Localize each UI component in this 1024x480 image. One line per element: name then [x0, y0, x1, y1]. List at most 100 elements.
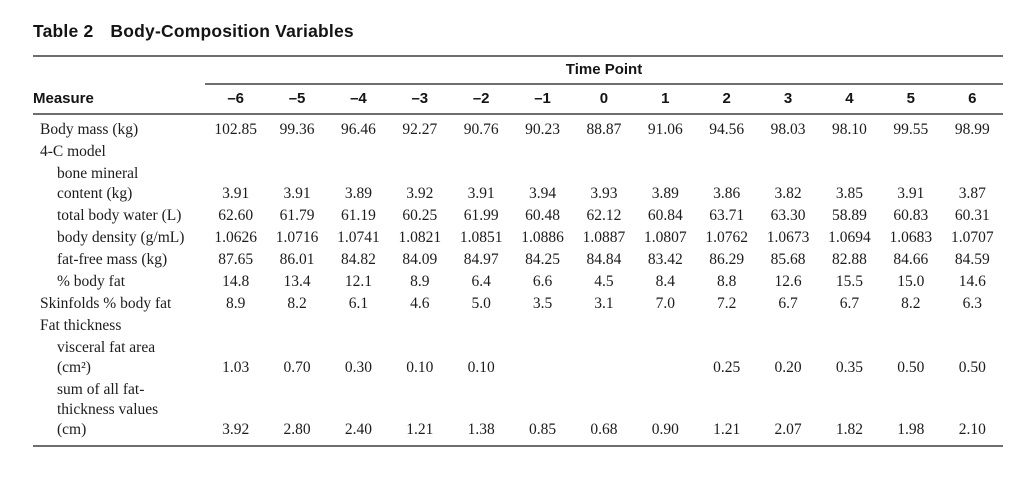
- value-cell: [635, 141, 696, 163]
- value-cell: [573, 315, 634, 337]
- value-cell: 8.2: [287, 295, 307, 312]
- table-row: 4-C model: [33, 141, 1003, 163]
- value-cell: 3.89: [344, 185, 372, 202]
- value-cell: 0.10: [467, 359, 495, 376]
- table-row: fat-free mass (kg) 87.65 86.01 84.82 84.09 84…: [33, 249, 1003, 271]
- value-cell: 3.1: [594, 295, 614, 312]
- value-cell: 1.03: [222, 359, 250, 376]
- value-cell: 15.0: [897, 273, 925, 290]
- value-cell: 86.01: [279, 251, 315, 268]
- value-cell: 3.92: [406, 185, 434, 202]
- table-row: visceral fat area (cm²) 1.03 0.70 0.30 0.10 0…: [33, 337, 1003, 379]
- value-cell: 1.0716: [275, 229, 319, 246]
- table-head: Time Point Measure –6 –5 –4 –3 –2 –1 0 1…: [33, 56, 1003, 115]
- value-cell: 1.0626: [214, 229, 257, 246]
- timepoint-column-header: –1: [511, 84, 574, 115]
- value-cell: [696, 315, 757, 337]
- value-cell: 94.56: [709, 121, 745, 138]
- timepoint-group-header: Time Point: [205, 56, 1003, 85]
- value-cell: 60.25: [402, 207, 438, 224]
- value-cell: 1.98: [897, 421, 925, 438]
- value-cell: 91.06: [647, 121, 683, 138]
- value-cell: 102.85: [214, 121, 257, 138]
- value-cell: [757, 315, 818, 337]
- value-cell: 8.4: [655, 273, 675, 290]
- value-cell: 2.40: [344, 421, 372, 438]
- group-header-spacer: [33, 56, 205, 84]
- value-cell: 60.83: [893, 207, 929, 224]
- value-cell: [205, 141, 266, 163]
- value-cell: 3.89: [651, 185, 679, 202]
- timepoint-column-header: 5: [880, 84, 942, 115]
- value-cell: 83.42: [647, 251, 683, 268]
- value-cell: 98.99: [954, 121, 990, 138]
- value-cell: 3.87: [958, 185, 986, 202]
- measure-label: visceral fat area (cm²): [57, 339, 156, 376]
- value-cell: 0.70: [283, 359, 311, 376]
- value-cell: [942, 315, 1004, 337]
- value-cell: [635, 315, 696, 337]
- value-cell: 84.59: [954, 251, 990, 268]
- measure-label: 4-C model: [40, 143, 106, 160]
- value-cell: 98.10: [832, 121, 867, 138]
- value-cell: [880, 141, 941, 163]
- table-row: sum of all fat- thickness values (cm) 3.9…: [33, 379, 1003, 446]
- value-cell: 6.6: [532, 273, 553, 290]
- value-cell: 60.31: [954, 207, 990, 224]
- value-cell: [328, 315, 389, 337]
- value-cell: 1.0683: [889, 229, 933, 246]
- table-title-text: Body-Composition Variables: [110, 21, 354, 41]
- value-cell: 8.9: [226, 295, 246, 312]
- value-cell: 3.91: [467, 185, 495, 202]
- value-cell: [512, 141, 573, 163]
- value-cell: 88.87: [586, 121, 622, 138]
- measure-column-header: Measure: [33, 84, 205, 115]
- value-cell: 12.1: [344, 273, 372, 290]
- value-cell: 1.0707: [950, 229, 994, 246]
- value-cell: 3.5: [532, 295, 553, 312]
- value-cell: 84.82: [341, 251, 376, 268]
- value-cell: 98.03: [770, 121, 806, 138]
- value-cell: 7.2: [717, 295, 737, 312]
- table-row: bone mineral content (kg) 3.91 3.91 3.89 3.9…: [33, 163, 1003, 205]
- timepoint-column-header: –4: [327, 84, 390, 115]
- value-cell: 86.29: [709, 251, 745, 268]
- value-cell: 84.84: [586, 251, 622, 268]
- value-cell: 2.80: [283, 421, 311, 438]
- timepoint-column-header: –6: [205, 84, 267, 115]
- measure-label: total body water (L): [57, 207, 182, 224]
- measure-label: Body mass (kg): [40, 121, 139, 138]
- value-cell: [880, 315, 941, 337]
- value-cell: 58.89: [832, 207, 867, 224]
- value-cell: 3.92: [222, 421, 250, 438]
- value-cell: 0.20: [774, 359, 802, 376]
- timepoint-column-header: 0: [573, 84, 635, 115]
- value-cell: 6.7: [778, 295, 798, 312]
- value-cell: [573, 141, 634, 163]
- value-cell: 3.86: [713, 185, 741, 202]
- value-cell: [451, 315, 512, 337]
- table-body: Body mass (kg) 102.85 99.36 96.46 92.27 90.76…: [33, 114, 1003, 446]
- value-cell: 82.88: [832, 251, 867, 268]
- value-cell: [942, 141, 1004, 163]
- value-cell: 63.71: [709, 207, 745, 224]
- value-cell: 96.46: [341, 121, 376, 138]
- table-title: Table 2 Body-Composition Variables: [33, 21, 354, 42]
- table-row: % body fat 14.8 13.4 12.1 8.9 6.4 6.6 4.5 8.4 8.8…: [33, 271, 1003, 293]
- table-row: body density (g/mL) 1.0626 1.0716 1.0741 1.0…: [33, 227, 1003, 249]
- value-cell: 1.0673: [766, 229, 810, 246]
- value-cell: [512, 315, 573, 337]
- table-row: Body mass (kg) 102.85 99.36 96.46 92.27 90.76…: [33, 114, 1003, 141]
- value-cell: 14.6: [958, 273, 986, 290]
- value-cell: 2.07: [774, 421, 802, 438]
- value-cell: 6.7: [839, 295, 860, 312]
- value-cell: 90.76: [463, 121, 499, 138]
- value-cell: 1.38: [467, 421, 495, 438]
- value-cell: 1.0887: [582, 229, 626, 246]
- value-cell: 1.0762: [705, 229, 748, 246]
- value-cell: 14.8: [222, 273, 250, 290]
- value-cell: 8.2: [901, 295, 921, 312]
- value-cell: 3.91: [222, 185, 250, 202]
- value-cell: 1.82: [835, 421, 863, 438]
- value-cell: 0.85: [529, 421, 557, 438]
